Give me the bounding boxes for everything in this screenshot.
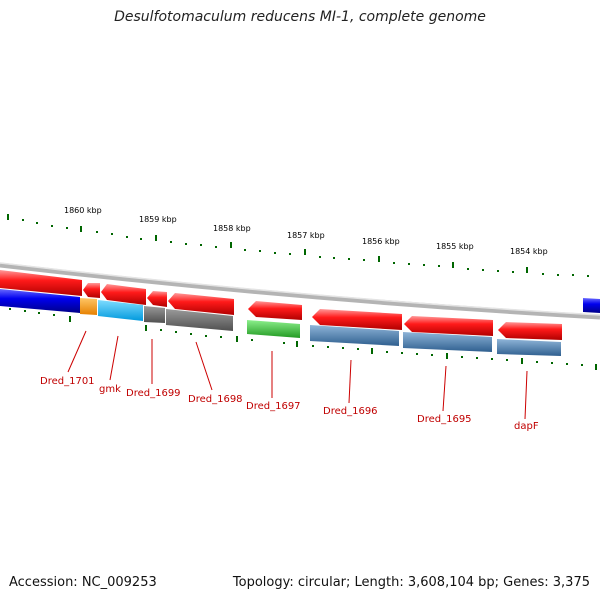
cog-strand-genes xyxy=(0,289,600,356)
gene-block[interactable] xyxy=(144,306,165,323)
gene-arrow[interactable] xyxy=(101,284,146,305)
scale-label-1860: 1860 kbp xyxy=(64,206,102,215)
gene-label-dred-1698: Dred_1698 xyxy=(188,394,243,405)
scale-label-1854: 1854 kbp xyxy=(510,247,548,256)
gene-arrow[interactable] xyxy=(248,301,302,320)
gene-block[interactable] xyxy=(247,320,300,338)
gene-block[interactable] xyxy=(310,325,399,346)
scale-label-1855: 1855 kbp xyxy=(436,242,474,251)
gene-arrow[interactable] xyxy=(147,291,167,307)
label-leaders xyxy=(67,330,528,420)
gene-arrow[interactable] xyxy=(404,316,493,336)
gene-arrow[interactable] xyxy=(168,293,234,315)
gene-block[interactable] xyxy=(0,289,80,313)
gene-label-dred-1701: Dred_1701 xyxy=(40,376,95,387)
gene-label-dred-1697: Dred_1697 xyxy=(246,401,301,412)
gene-block[interactable] xyxy=(80,298,97,315)
outer-scale-ticks xyxy=(7,214,589,277)
gene-label-dapf: dapF xyxy=(514,421,539,432)
gene-arrow[interactable] xyxy=(83,283,100,298)
forward-strand-genes xyxy=(0,270,562,340)
gene-block[interactable] xyxy=(403,332,492,352)
inner-scale-ticks xyxy=(9,308,597,370)
topology-text: Topology: circular; Length: 3,608,104 bp… xyxy=(232,575,590,590)
gene-arrow[interactable] xyxy=(498,322,562,340)
gene-label-gmk: gmk xyxy=(99,384,121,395)
map-title: Desulfotomaculum reducens MI-1, complete… xyxy=(114,9,486,25)
accession-text: Accession: NC_009253 xyxy=(9,575,157,590)
gene-label-dred-1695: Dred_1695 xyxy=(417,414,472,425)
genome-backbone xyxy=(0,262,600,320)
gene-block[interactable] xyxy=(583,298,600,313)
gene-label-dred-1696: Dred_1696 xyxy=(323,406,378,417)
gene-block[interactable] xyxy=(497,339,561,356)
gene-block[interactable] xyxy=(98,300,143,321)
gene-block[interactable] xyxy=(166,309,233,331)
gene-arrow[interactable] xyxy=(0,270,82,296)
scale-label-1859: 1859 kbp xyxy=(139,215,177,224)
scale-label-1858: 1858 kbp xyxy=(213,224,251,233)
scale-label-1856: 1856 kbp xyxy=(362,237,400,246)
gene-arrow[interactable] xyxy=(312,309,402,330)
scale-label-1857: 1857 kbp xyxy=(287,231,325,240)
gene-label-dred-1699: Dred_1699 xyxy=(126,388,181,399)
